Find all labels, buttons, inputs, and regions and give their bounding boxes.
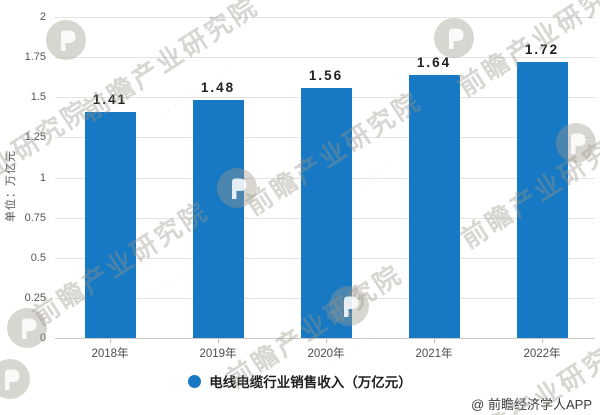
y-tick-label: 2 <box>39 11 46 23</box>
y-tick-label: 1 <box>39 172 46 184</box>
bar-value-label: 1.48 <box>200 80 236 95</box>
legend-label: 电线电缆行业销售收入（万亿元） <box>209 375 412 390</box>
bar <box>300 88 352 338</box>
gridline <box>55 17 595 18</box>
x-tick-mark <box>110 339 111 343</box>
x-tick-label: 2018年 <box>91 348 129 360</box>
legend: 电线电缆行业销售收入（万亿元） <box>0 372 600 390</box>
y-tick-label: 0.25 <box>24 292 46 304</box>
bar-value-label: 1.64 <box>416 55 452 70</box>
x-tick-mark <box>542 339 543 343</box>
bar-value-label: 1.72 <box>524 42 560 57</box>
gridline <box>55 57 595 58</box>
x-tick-label: 2020年 <box>307 348 345 360</box>
x-tick-label: 2021年 <box>415 348 453 360</box>
source-credit: @ 前瞻经济学人APP <box>471 397 592 412</box>
qianzhan-logo-icon <box>434 18 474 58</box>
y-tick-label: 1.75 <box>24 51 46 63</box>
x-axis-line <box>55 338 595 339</box>
x-tick-label: 2019年 <box>199 348 237 360</box>
x-tick-mark <box>218 339 219 343</box>
x-tick-mark <box>326 339 327 343</box>
bar <box>516 62 568 338</box>
bar <box>192 100 244 338</box>
y-tick-label: 1.25 <box>24 131 46 143</box>
bar <box>84 112 136 338</box>
y-tick-label: 1.5 <box>30 91 46 103</box>
x-tick-mark <box>434 339 435 343</box>
qianzhan-logo-icon <box>46 20 86 60</box>
y-tick-label: 0.75 <box>24 212 46 224</box>
legend-marker-icon <box>188 374 202 388</box>
y-tick-label: 0.5 <box>30 252 46 264</box>
bar-value-label: 1.56 <box>308 68 344 83</box>
bar-value-label: 1.41 <box>92 92 128 107</box>
y-tick-label: 0 <box>39 332 46 344</box>
x-tick-label: 2022年 <box>523 348 561 360</box>
bar <box>408 75 460 338</box>
